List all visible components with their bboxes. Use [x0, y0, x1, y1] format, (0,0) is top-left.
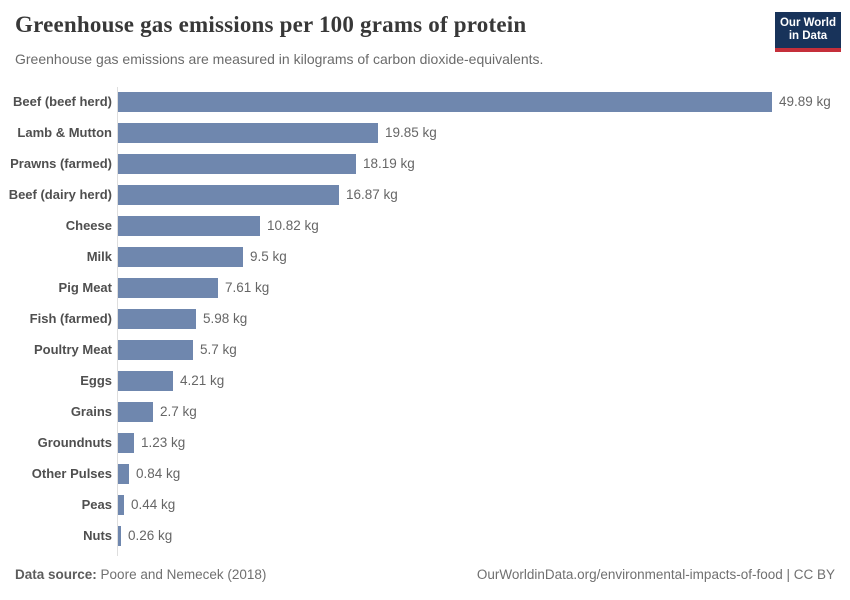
- bar: [118, 246, 243, 267]
- chart-row: Milk 9.5 kg: [0, 241, 850, 272]
- chart-row: Beef (dairy herd) 16.87 kg: [0, 179, 850, 210]
- value-label: 0.26 kg: [128, 528, 173, 543]
- chart-subtitle: Greenhouse gas emissions are measured in…: [15, 51, 544, 67]
- bar-area: 19.85 kg: [118, 122, 437, 143]
- chart-rows: Beef (beef herd) 49.89 kg Lamb & Mutton 19.…: [0, 86, 850, 551]
- y-axis-line: [117, 87, 118, 556]
- chart-row: Peas 0.44 kg: [0, 489, 850, 520]
- category-label: Grains: [70, 404, 112, 419]
- category-label: Eggs: [80, 373, 112, 388]
- bar: [118, 432, 134, 453]
- bar: [118, 525, 121, 546]
- category-label: Beef (dairy herd): [8, 187, 112, 202]
- bar-area: 7.61 kg: [118, 277, 270, 298]
- value-label: 9.5 kg: [250, 249, 287, 264]
- value-label: 1.23 kg: [141, 435, 186, 450]
- owid-logo: Our World in Data: [775, 12, 841, 52]
- value-label: 7.61 kg: [225, 280, 270, 295]
- category-label: Beef (beef herd): [13, 94, 112, 109]
- bar: [118, 339, 193, 360]
- owid-logo-line2: in Data: [788, 30, 828, 42]
- chart-row: Poultry Meat 5.7 kg: [0, 334, 850, 365]
- bar-area: 5.7 kg: [118, 339, 237, 360]
- value-label: 5.98 kg: [203, 311, 248, 326]
- chart-row: Groundnuts 1.23 kg: [0, 427, 850, 458]
- chart-footer: Data source: Poore and Nemecek (2018) Ou…: [15, 567, 835, 582]
- value-label: 0.84 kg: [136, 466, 181, 481]
- bar: [118, 494, 124, 515]
- category-label: Prawns (farmed): [10, 156, 112, 171]
- bar-area: 0.26 kg: [118, 525, 173, 546]
- data-source: Data source: Poore and Nemecek (2018): [15, 567, 266, 582]
- chart-row: Other Pulses 0.84 kg: [0, 458, 850, 489]
- bar-area: 18.19 kg: [118, 153, 415, 174]
- value-label: 16.87 kg: [346, 187, 398, 202]
- bar: [118, 184, 339, 205]
- bar: [118, 370, 173, 391]
- bar: [118, 308, 196, 329]
- bar: [118, 277, 218, 298]
- bar: [118, 153, 356, 174]
- value-label: 4.21 kg: [180, 373, 225, 388]
- value-label: 2.7 kg: [160, 404, 197, 419]
- data-source-label: Data source:: [15, 567, 97, 582]
- bar: [118, 91, 772, 112]
- value-label: 0.44 kg: [131, 497, 176, 512]
- credit-line: OurWorldinData.org/environmental-impacts…: [476, 567, 835, 582]
- category-label: Peas: [81, 497, 112, 512]
- value-label: 49.89 kg: [779, 94, 831, 109]
- bar-area: 9.5 kg: [118, 246, 287, 267]
- chart-row: Eggs 4.21 kg: [0, 365, 850, 396]
- bar-area: 0.44 kg: [118, 494, 176, 515]
- value-label: 18.19 kg: [363, 156, 415, 171]
- category-label: Lamb & Mutton: [17, 125, 112, 140]
- category-label: Poultry Meat: [33, 342, 112, 357]
- bar: [118, 463, 129, 484]
- chart-row: Fish (farmed) 5.98 kg: [0, 303, 850, 334]
- chart-title: Greenhouse gas emissions per 100 grams o…: [15, 12, 527, 37]
- owid-logo-line1: Our World: [779, 17, 836, 29]
- category-label: Fish (farmed): [29, 311, 112, 326]
- category-label: Groundnuts: [37, 435, 112, 450]
- bar: [118, 401, 153, 422]
- bar-area: 5.98 kg: [118, 308, 248, 329]
- bar-area: 49.89 kg: [118, 91, 831, 112]
- value-label: 5.7 kg: [200, 342, 237, 357]
- bar-area: 1.23 kg: [118, 432, 186, 453]
- category-label: Other Pulses: [31, 466, 112, 481]
- chart-row: Pig Meat 7.61 kg: [0, 272, 850, 303]
- bar-area: 10.82 kg: [118, 215, 319, 236]
- category-label: Pig Meat: [58, 280, 112, 295]
- bar: [118, 122, 378, 143]
- bar-area: 0.84 kg: [118, 463, 181, 484]
- bar-area: 16.87 kg: [118, 184, 398, 205]
- bar: [118, 215, 260, 236]
- bar-area: 4.21 kg: [118, 370, 225, 391]
- category-label: Milk: [86, 249, 112, 264]
- value-label: 19.85 kg: [385, 125, 437, 140]
- chart-row: Prawns (farmed) 18.19 kg: [0, 148, 850, 179]
- category-label: Cheese: [65, 218, 112, 233]
- chart-row: Cheese 10.82 kg: [0, 210, 850, 241]
- bar-chart: Beef (beef herd) 49.89 kg Lamb & Mutton 19.…: [0, 86, 850, 556]
- chart-row: Grains 2.7 kg: [0, 396, 850, 427]
- data-source-value: Poore and Nemecek (2018): [100, 567, 267, 582]
- chart-row: Nuts 0.26 kg: [0, 520, 850, 551]
- chart-row: Beef (beef herd) 49.89 kg: [0, 86, 850, 117]
- value-label: 10.82 kg: [267, 218, 319, 233]
- category-label: Nuts: [83, 528, 112, 543]
- chart-row: Lamb & Mutton 19.85 kg: [0, 117, 850, 148]
- bar-area: 2.7 kg: [118, 401, 197, 422]
